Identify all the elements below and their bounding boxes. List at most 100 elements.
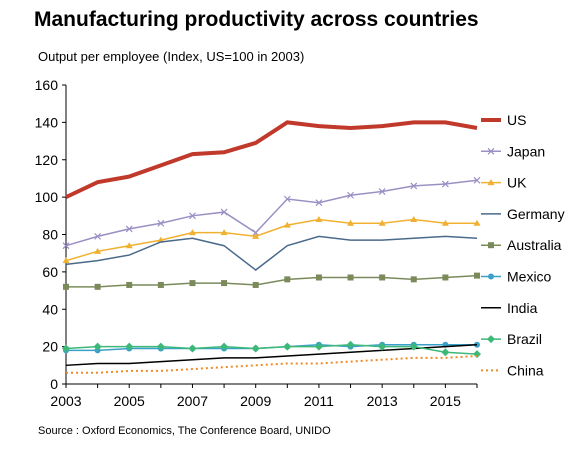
data-point-australia xyxy=(379,274,386,281)
data-point-australia xyxy=(410,276,417,283)
legend-item-china: China xyxy=(481,362,544,378)
y-tick-label: 100 xyxy=(35,189,59,205)
axes: 0 20 40 60 80 100 120 140 160 2003 2005 2007 2009 201… xyxy=(35,77,478,409)
data-point-brazil xyxy=(156,342,165,351)
data-point-uk xyxy=(315,216,323,223)
data-point-brazil xyxy=(62,344,70,353)
legend-marker-mexico xyxy=(488,273,494,280)
data-point-uk xyxy=(220,229,228,236)
chart-subtitle: Output per employee (Index, US=100 in 20… xyxy=(38,49,305,64)
series-india xyxy=(65,344,478,367)
data-point-brazil xyxy=(409,342,418,351)
data-point-uk xyxy=(125,242,133,249)
data-point-australia xyxy=(126,281,133,288)
legend-item-india: India xyxy=(481,300,538,316)
data-point-australia xyxy=(315,274,322,281)
series-germany xyxy=(65,235,478,271)
data-point-australia xyxy=(252,281,259,288)
data-point-japan xyxy=(220,208,228,216)
series-uk xyxy=(62,216,481,264)
legend-marker-japan xyxy=(487,147,495,155)
series-line-australia xyxy=(66,274,478,288)
data-point-japan xyxy=(315,199,323,207)
x-tick-label: 2013 xyxy=(367,393,398,409)
data-point-australia xyxy=(94,283,101,290)
data-point-australia xyxy=(347,274,354,281)
data-point-brazil xyxy=(473,350,481,359)
data-point-japan xyxy=(473,176,481,184)
data-point-japan xyxy=(125,225,133,233)
data-point-uk xyxy=(347,219,355,226)
data-point-japan xyxy=(347,191,354,199)
data-point-brazil xyxy=(346,340,355,349)
series-line-china xyxy=(66,354,478,374)
legend-label-germany: Germany xyxy=(507,206,565,222)
data-point-japan xyxy=(189,212,196,220)
legend-label-china: China xyxy=(507,362,544,378)
legend-label-mexico: Mexico xyxy=(507,269,552,285)
data-point-japan xyxy=(410,182,418,190)
data-point-uk xyxy=(410,216,418,223)
data-point-uk xyxy=(188,229,196,236)
data-point-australia xyxy=(189,280,196,287)
series-japan xyxy=(62,176,481,250)
y-tick-label: 40 xyxy=(42,301,58,317)
data-point-japan xyxy=(283,195,291,203)
series-line-us xyxy=(65,120,478,199)
legend-label-australia: Australia xyxy=(507,237,562,253)
series-china xyxy=(66,354,478,374)
data-point-japan xyxy=(94,232,102,240)
data-point-uk xyxy=(441,219,449,226)
legend-item-australia: Australia xyxy=(481,237,562,253)
data-point-brazil xyxy=(314,342,323,351)
data-point-australia xyxy=(284,276,291,283)
legend-item-japan: Japan xyxy=(481,143,545,159)
y-tick-label: 60 xyxy=(42,264,58,280)
data-point-japan xyxy=(378,188,386,195)
data-point-australia xyxy=(221,280,228,287)
x-tick-label: 2007 xyxy=(177,393,208,409)
legend-item-mexico: Mexico xyxy=(481,269,552,285)
legend-label-us: US xyxy=(507,112,526,128)
legend-item-germany: Germany xyxy=(481,206,565,222)
data-point-uk xyxy=(283,221,291,228)
legend: US Japan UK Germany Australia Mexico India Braz… xyxy=(481,112,565,378)
series-us xyxy=(65,120,478,199)
legend-item-uk: UK xyxy=(481,175,527,191)
data-point-japan xyxy=(157,219,165,227)
data-point-australia xyxy=(63,283,69,290)
x-tick-label: 2011 xyxy=(304,393,334,409)
data-point-brazil xyxy=(441,348,450,357)
data-point-japan xyxy=(62,242,70,250)
y-tick-label: 80 xyxy=(42,227,58,243)
series-line-brazil xyxy=(65,344,478,355)
legend-label-brazil: Brazil xyxy=(507,331,542,347)
y-tick-label: 20 xyxy=(42,339,58,355)
data-point-australia xyxy=(157,281,164,288)
series-line-japan xyxy=(65,179,478,247)
data-point-uk xyxy=(94,247,102,254)
legend-label-japan: Japan xyxy=(507,143,545,159)
legend-item-us: US xyxy=(481,112,526,128)
y-tick-label: 120 xyxy=(35,152,59,168)
data-point-uk xyxy=(378,219,386,226)
legend-marker-uk xyxy=(487,179,495,186)
y-tick-label: 140 xyxy=(35,114,59,130)
data-point-uk xyxy=(473,219,481,226)
series-brazil xyxy=(62,340,481,359)
data-point-uk xyxy=(62,257,70,264)
series-line-uk xyxy=(65,218,477,262)
series-line-germany xyxy=(65,235,478,271)
legend-label-india: India xyxy=(507,300,538,316)
x-tick-label: 2015 xyxy=(430,393,461,409)
x-tick-label: 2005 xyxy=(114,393,145,409)
data-point-brazil xyxy=(251,344,260,353)
data-point-brazil xyxy=(93,342,102,351)
data-point-uk xyxy=(252,232,260,239)
data-point-japan xyxy=(441,180,449,188)
data-point-brazil xyxy=(125,342,134,351)
series-australia xyxy=(63,272,480,290)
legend-item-brazil: Brazil xyxy=(481,331,542,347)
data-point-brazil xyxy=(220,342,229,351)
